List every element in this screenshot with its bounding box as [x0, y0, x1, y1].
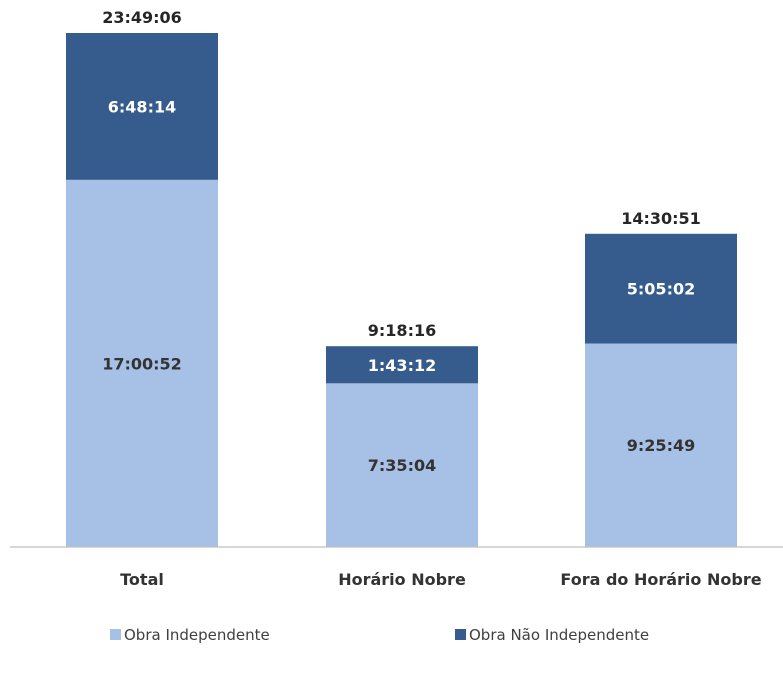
legend-label: Obra Independente	[124, 626, 270, 644]
data-label: 6:48:14	[108, 97, 176, 116]
legend-swatch	[110, 629, 121, 640]
data-label: 7:35:04	[368, 456, 436, 475]
legend-swatch	[455, 629, 466, 640]
legend: Obra Independente Obra Não Independente	[110, 626, 649, 644]
category-label: Total	[120, 570, 164, 589]
data-label: 17:00:52	[102, 354, 182, 373]
total-label: 23:49:06	[102, 8, 182, 27]
data-label: 5:05:02	[627, 280, 695, 299]
data-label: 9:25:49	[627, 436, 695, 455]
category-label: Fora do Horário Nobre	[560, 570, 761, 589]
category-label: Horário Nobre	[338, 570, 466, 589]
total-label: 14:30:51	[621, 209, 701, 228]
legend-label: Obra Não Independente	[469, 626, 649, 644]
total-label: 9:18:16	[368, 321, 436, 340]
data-label: 1:43:12	[368, 356, 436, 375]
